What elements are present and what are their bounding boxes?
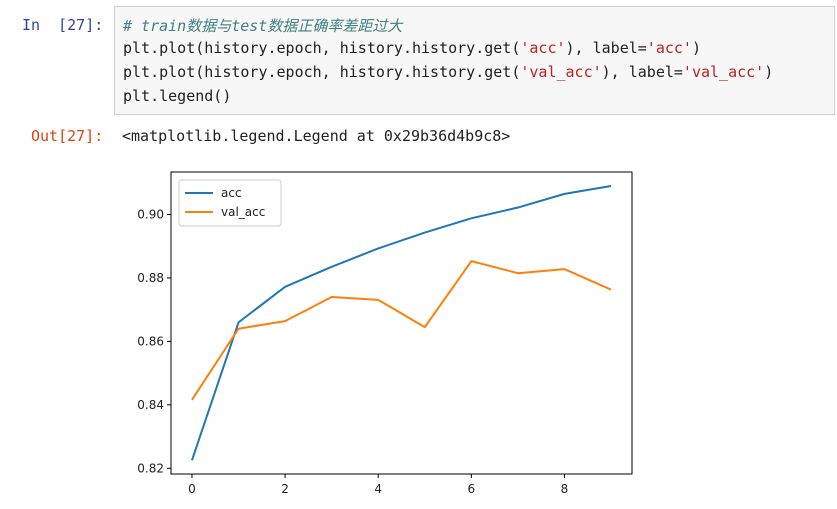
x-tick-label: 2 bbox=[281, 482, 289, 496]
code-text: ) bbox=[691, 39, 701, 57]
code-string: 'val_acc' bbox=[520, 63, 602, 81]
code-string: 'acc' bbox=[520, 39, 566, 57]
y-tick-label: 0.84 bbox=[137, 398, 164, 412]
output-text: <matplotlib.legend.Legend at 0x29b36d4b9… bbox=[122, 127, 511, 145]
code-text: ) bbox=[764, 63, 774, 81]
y-tick-label: 0.82 bbox=[137, 461, 164, 475]
y-tick-label: 0.90 bbox=[137, 208, 164, 222]
y-tick-label: 0.86 bbox=[137, 334, 164, 348]
code-cell[interactable]: # train数据与test数据正确率差距过大 plt.plot(history… bbox=[114, 6, 835, 115]
series-line-val-acc bbox=[191, 260, 612, 401]
output-prompt: Out[27]: bbox=[31, 127, 104, 145]
code-text: plt.plot(history.epoch, history.history.… bbox=[123, 63, 521, 81]
y-tick-label: 0.88 bbox=[137, 271, 164, 285]
input-prompt: In [27]: bbox=[22, 16, 104, 34]
x-tick-label: 8 bbox=[561, 482, 569, 496]
code-string: 'val_acc' bbox=[682, 63, 765, 81]
code-line-plot-acc: plt.plot(history.epoch, history.history.… bbox=[123, 39, 701, 57]
code-text: ), label= bbox=[565, 39, 647, 57]
code-text: plt.plot(history.epoch, history.history.… bbox=[123, 39, 521, 57]
x-tick-label: 6 bbox=[468, 482, 476, 496]
legend-box bbox=[178, 179, 282, 227]
x-tick-label: 4 bbox=[374, 482, 382, 496]
series-line-acc bbox=[191, 184, 612, 461]
code-line-legend: plt.legend() bbox=[123, 87, 232, 105]
legend-label: acc bbox=[221, 186, 242, 200]
code-string: 'acc' bbox=[646, 39, 692, 57]
plot-area bbox=[170, 171, 633, 475]
x-tick-label: 0 bbox=[188, 482, 196, 496]
legend: acc val_acc bbox=[178, 179, 282, 227]
code-text: ), label= bbox=[601, 63, 683, 81]
code-comment: # train数据与test数据正确率差距过大 bbox=[123, 17, 403, 35]
legend-label: val_acc bbox=[221, 205, 265, 219]
code-line-plot-val-acc: plt.plot(history.epoch, history.history.… bbox=[123, 63, 773, 81]
